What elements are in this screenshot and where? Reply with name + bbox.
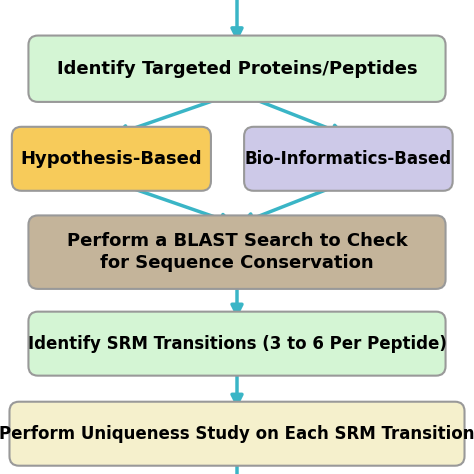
- FancyBboxPatch shape: [28, 215, 446, 289]
- FancyBboxPatch shape: [9, 402, 465, 465]
- Text: Hypothesis-Based: Hypothesis-Based: [20, 150, 202, 168]
- FancyBboxPatch shape: [12, 127, 211, 191]
- Text: Identify Targeted Proteins/Peptides: Identify Targeted Proteins/Peptides: [57, 60, 417, 78]
- FancyBboxPatch shape: [28, 36, 446, 102]
- Text: Identify SRM Transitions (3 to 6 Per Peptide): Identify SRM Transitions (3 to 6 Per Pep…: [27, 335, 447, 353]
- FancyBboxPatch shape: [28, 312, 446, 375]
- Text: Perform Uniqueness Study on Each SRM Transition: Perform Uniqueness Study on Each SRM Tra…: [0, 425, 474, 443]
- Text: Perform a BLAST Search to Check
for Sequence Conservation: Perform a BLAST Search to Check for Sequ…: [67, 232, 407, 272]
- FancyBboxPatch shape: [244, 127, 453, 191]
- Text: Bio-Informatics-Based: Bio-Informatics-Based: [245, 150, 452, 168]
